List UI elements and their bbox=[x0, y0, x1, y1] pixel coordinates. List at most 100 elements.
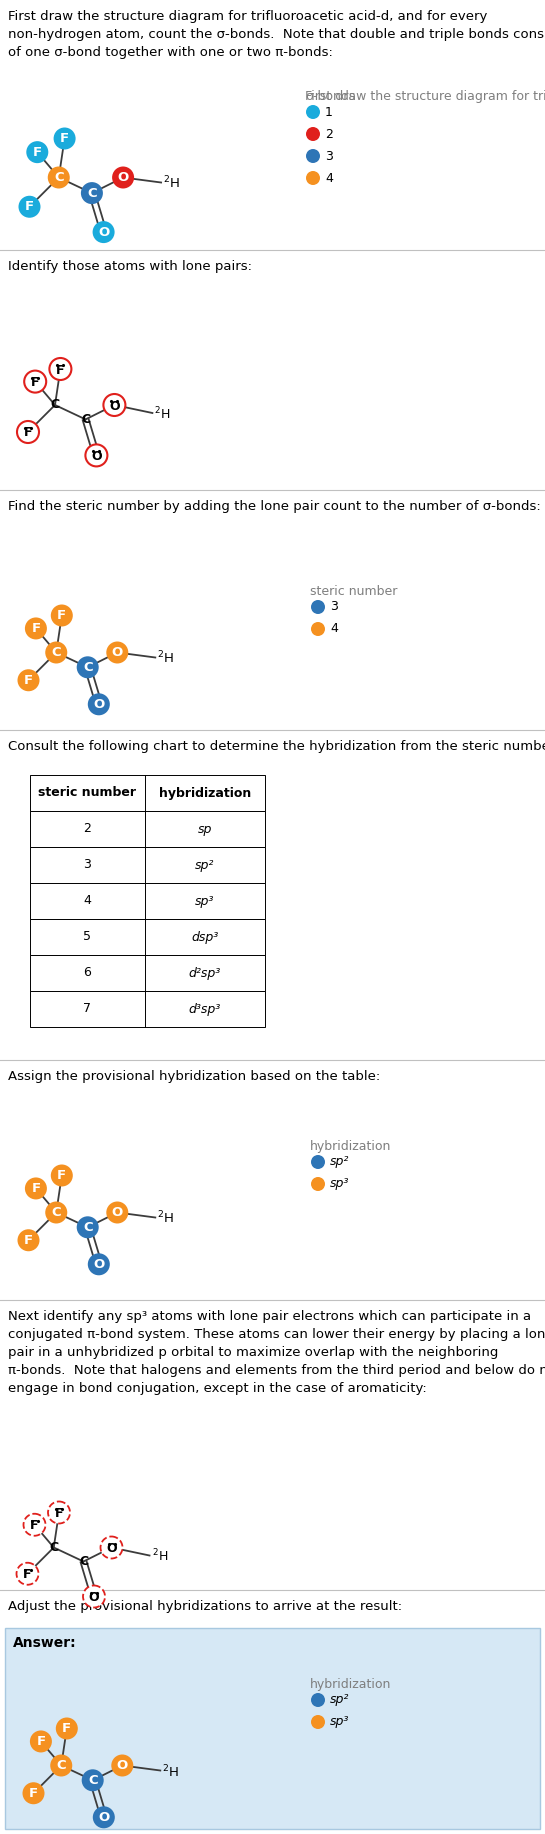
Circle shape bbox=[88, 1253, 110, 1275]
Text: steric number: steric number bbox=[39, 787, 136, 800]
Circle shape bbox=[111, 1755, 134, 1777]
Text: C: C bbox=[57, 1759, 66, 1772]
Text: C: C bbox=[54, 171, 64, 183]
Text: sp²: sp² bbox=[195, 858, 215, 871]
Bar bbox=[5, 1629, 540, 1828]
Circle shape bbox=[19, 196, 40, 218]
Text: O: O bbox=[98, 1810, 110, 1823]
Text: First draw the structure diagram for trifluoroacetic acid-d, and for every
non-h: First draw the structure diagram for tri… bbox=[8, 9, 545, 59]
Text: F: F bbox=[31, 376, 39, 389]
Circle shape bbox=[53, 128, 76, 150]
Text: O: O bbox=[93, 697, 105, 712]
Text: F: F bbox=[60, 132, 69, 145]
Circle shape bbox=[311, 1715, 325, 1729]
Text: sp³: sp³ bbox=[330, 1177, 349, 1190]
Circle shape bbox=[106, 642, 128, 664]
Text: sp²: sp² bbox=[330, 1693, 349, 1706]
Text: F: F bbox=[37, 1735, 45, 1748]
Text: 2: 2 bbox=[83, 822, 92, 836]
Circle shape bbox=[311, 1177, 325, 1190]
Circle shape bbox=[56, 1717, 78, 1739]
Circle shape bbox=[112, 167, 134, 189]
Text: C: C bbox=[81, 413, 90, 425]
Text: C: C bbox=[51, 398, 59, 411]
Bar bbox=[30, 847, 265, 882]
Text: F: F bbox=[57, 609, 66, 622]
Text: F: F bbox=[33, 145, 42, 160]
Text: O: O bbox=[117, 1759, 128, 1772]
Text: O: O bbox=[118, 171, 129, 183]
Circle shape bbox=[311, 622, 325, 636]
Circle shape bbox=[17, 422, 39, 444]
Text: C: C bbox=[88, 1773, 98, 1786]
Text: F: F bbox=[24, 427, 32, 440]
Circle shape bbox=[22, 1783, 45, 1805]
Bar bbox=[30, 919, 265, 956]
Text: Adjust the provisional hybridizations to arrive at the result:: Adjust the provisional hybridizations to… bbox=[8, 1599, 402, 1612]
Circle shape bbox=[100, 1537, 123, 1559]
Text: d³sp³: d³sp³ bbox=[189, 1003, 221, 1016]
Text: O: O bbox=[112, 646, 123, 658]
Text: d²sp³: d²sp³ bbox=[189, 967, 221, 979]
Bar bbox=[30, 882, 265, 919]
Circle shape bbox=[17, 1229, 39, 1251]
Bar bbox=[30, 990, 265, 1027]
Circle shape bbox=[48, 1502, 70, 1524]
Text: σ-bonds: σ-bonds bbox=[305, 90, 355, 103]
Text: $^2$H: $^2$H bbox=[158, 1210, 174, 1227]
Text: C: C bbox=[51, 646, 61, 658]
Circle shape bbox=[50, 1755, 72, 1777]
Text: F: F bbox=[32, 1181, 40, 1196]
Circle shape bbox=[24, 370, 46, 392]
Circle shape bbox=[26, 141, 49, 163]
Text: C: C bbox=[83, 660, 93, 673]
Circle shape bbox=[51, 1165, 73, 1187]
Text: O: O bbox=[93, 1258, 105, 1271]
Text: sp²: sp² bbox=[330, 1155, 349, 1168]
Circle shape bbox=[106, 1201, 128, 1223]
Text: $^2$H: $^2$H bbox=[163, 176, 180, 193]
Text: hybridization: hybridization bbox=[159, 787, 251, 800]
Text: 3: 3 bbox=[83, 858, 92, 871]
Text: $^2$H: $^2$H bbox=[152, 1548, 168, 1564]
Circle shape bbox=[311, 600, 325, 614]
Circle shape bbox=[25, 1177, 47, 1199]
Text: O: O bbox=[106, 1542, 117, 1555]
Text: 5: 5 bbox=[83, 930, 92, 943]
Circle shape bbox=[48, 167, 70, 189]
Circle shape bbox=[45, 1201, 67, 1223]
Circle shape bbox=[306, 149, 320, 163]
Text: F: F bbox=[54, 1508, 63, 1520]
Text: steric number: steric number bbox=[310, 585, 397, 598]
Text: C: C bbox=[79, 1555, 88, 1568]
Circle shape bbox=[93, 222, 114, 244]
Circle shape bbox=[45, 642, 67, 664]
Text: Assign the provisional hybridization based on the table:: Assign the provisional hybridization bas… bbox=[8, 1069, 380, 1084]
Text: O: O bbox=[89, 1592, 99, 1605]
Text: 4: 4 bbox=[83, 895, 92, 908]
Circle shape bbox=[77, 657, 99, 679]
Circle shape bbox=[23, 1513, 45, 1535]
Text: dsp³: dsp³ bbox=[191, 930, 219, 943]
Circle shape bbox=[86, 444, 107, 466]
Text: F: F bbox=[56, 363, 65, 376]
Circle shape bbox=[83, 1586, 105, 1607]
Text: Answer:: Answer: bbox=[13, 1636, 77, 1651]
Bar bbox=[30, 956, 265, 990]
Text: O: O bbox=[91, 449, 102, 462]
Text: 4: 4 bbox=[330, 622, 338, 636]
Bar bbox=[30, 776, 265, 811]
Text: F: F bbox=[23, 1568, 32, 1581]
Text: 1: 1 bbox=[325, 106, 333, 119]
Bar bbox=[30, 811, 265, 847]
Text: F: F bbox=[24, 673, 33, 686]
Text: Consult the following chart to determine the hybridization from the steric numbe: Consult the following chart to determine… bbox=[8, 739, 545, 754]
Circle shape bbox=[30, 1731, 52, 1753]
Text: Next identify any sp³ atoms with lone pair electrons which can participate in a
: Next identify any sp³ atoms with lone pa… bbox=[8, 1309, 545, 1396]
Text: hybridization: hybridization bbox=[310, 1141, 391, 1154]
Text: hybridization: hybridization bbox=[310, 1678, 391, 1691]
Text: sp: sp bbox=[198, 822, 212, 836]
Text: F: F bbox=[32, 622, 40, 635]
Text: F: F bbox=[62, 1722, 71, 1735]
Text: sp³: sp³ bbox=[195, 895, 215, 908]
